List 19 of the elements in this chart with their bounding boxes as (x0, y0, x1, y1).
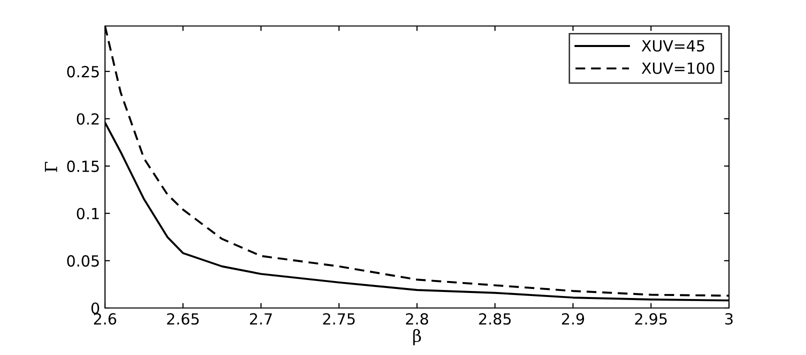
y-tick-label: 0.1 (76, 208, 99, 220)
x-tick-label: 2.9 (562, 313, 584, 325)
y-tick-label: 0.15 (67, 160, 99, 172)
legend-label: XUV=45 (642, 40, 704, 52)
x-tick-label: 2.85 (479, 313, 511, 325)
y-axis-title: Γ (44, 162, 58, 172)
x-tick-label: 2.95 (635, 313, 667, 325)
x-tick-label: 3 (725, 313, 733, 325)
y-tick-label: 0.2 (76, 113, 99, 125)
x-tick-label: 2.7 (250, 313, 272, 324)
y-tick-label: 0.05 (67, 255, 99, 267)
x-axis-title: β (413, 329, 421, 346)
x-tick-label: 2.75 (323, 313, 355, 325)
x-tick-label: 2.8 (406, 313, 428, 325)
x-tick-label: 2.65 (167, 313, 199, 325)
y-tick-label: 0.25 (67, 66, 99, 78)
x-tick-label: 2.6 (94, 313, 116, 325)
y-tick-label: 0 (91, 302, 100, 314)
legend-label: XUV=100 (642, 62, 714, 74)
